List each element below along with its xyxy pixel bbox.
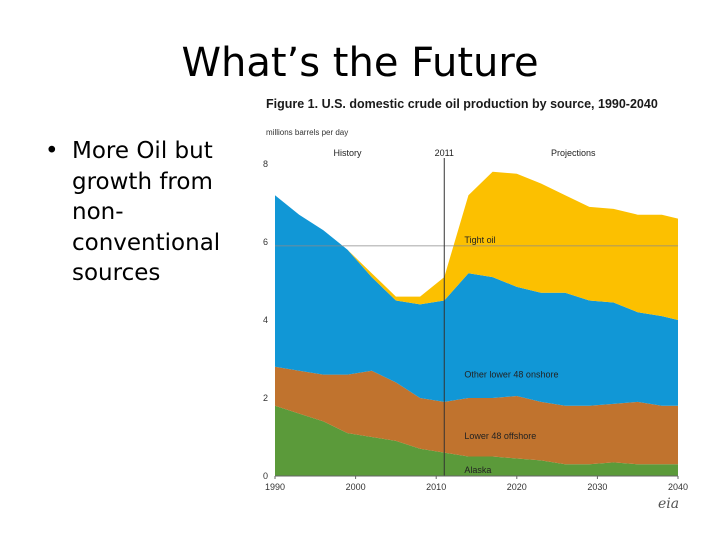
bullet-marker: • — [45, 138, 59, 164]
header-divider-year: 2011 — [435, 148, 454, 158]
x-tick-label-2000: 2000 — [346, 482, 366, 492]
series-label-tight-oil: Tight oil — [464, 235, 495, 245]
y-tick-label-4: 4 — [263, 315, 268, 325]
series-area-lower-48-offshore — [275, 366, 678, 465]
header-projections: Projections — [551, 148, 596, 158]
x-tick-label-2020: 2020 — [507, 482, 527, 492]
x-tick-label-1990: 1990 — [265, 482, 285, 492]
y-tick-label-2: 2 — [263, 393, 268, 403]
y-tick-label-0: 0 — [263, 471, 268, 481]
x-tick-label-2030: 2030 — [587, 482, 607, 492]
series-area-alaska — [275, 405, 678, 476]
y-axis-unit-label: millions barrels per day — [266, 128, 349, 137]
chart-title: Figure 1. U.S. domestic crude oil produc… — [266, 97, 658, 111]
header-history: History — [334, 148, 363, 158]
x-tick-label-2040: 2040 — [668, 482, 688, 492]
slide-title: What’s the Future — [181, 40, 539, 86]
y-tick-label-6: 6 — [263, 237, 268, 247]
bullet-text: More Oil but growth from non-conventiona… — [72, 138, 221, 286]
series-label-other-lower-48-onshore: Other lower 48 onshore — [464, 369, 558, 379]
eia-logo: eia — [658, 496, 680, 512]
series-label-lower-48-offshore: Lower 48 offshore — [464, 431, 536, 441]
x-tick-label-2010: 2010 — [426, 482, 446, 492]
series-label-alaska: Alaska — [464, 465, 491, 475]
y-tick-label-8: 8 — [263, 159, 268, 169]
series-area-other-lower-48-onshore — [275, 195, 678, 406]
